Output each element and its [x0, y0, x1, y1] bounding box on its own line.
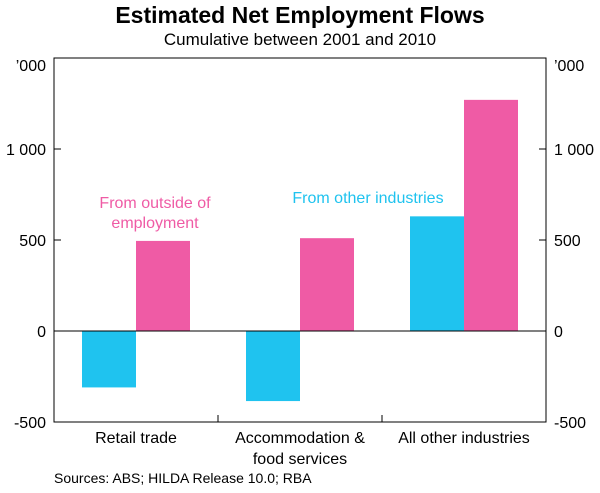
ytick-label-right: 1 000 — [554, 142, 594, 159]
ytick-label-left: -500 — [14, 415, 46, 432]
ytick-label-right: 500 — [554, 233, 581, 250]
category-label-1: Retail trade — [95, 430, 177, 447]
bar-outside-2 — [300, 238, 354, 331]
unit-label-right: ’000 — [554, 58, 584, 75]
ytick-label-right: 0 — [554, 324, 563, 341]
sources-note: Sources: ABS; HILDA Release 10.0; RBA — [54, 470, 312, 486]
chart-subtitle: Cumulative between 2001 and 2010 — [163, 30, 437, 49]
unit-label-left: ’000 — [16, 58, 46, 75]
ytick-label-left: 500 — [19, 233, 46, 250]
bar-other-1 — [82, 331, 136, 388]
ytick-label-right: -500 — [554, 415, 586, 432]
bar-other-2 — [246, 331, 300, 402]
series-label-outside: employment — [111, 215, 199, 232]
ytick-label-left: 1 000 — [6, 142, 46, 159]
category-label-3: All other industries — [398, 430, 530, 447]
category-label-2: food services — [253, 451, 347, 468]
ytick-label-left: 0 — [37, 324, 46, 341]
series-label-outside: From outside of — [99, 195, 211, 212]
bar-outside-3 — [464, 99, 518, 331]
bar-outside-1 — [136, 240, 190, 331]
series-label-other: From other industries — [292, 190, 443, 207]
chart-title: Estimated Net Employment Flows — [115, 2, 485, 28]
bar-other-3 — [410, 216, 464, 331]
category-label-2: Accommodation & — [235, 430, 365, 447]
